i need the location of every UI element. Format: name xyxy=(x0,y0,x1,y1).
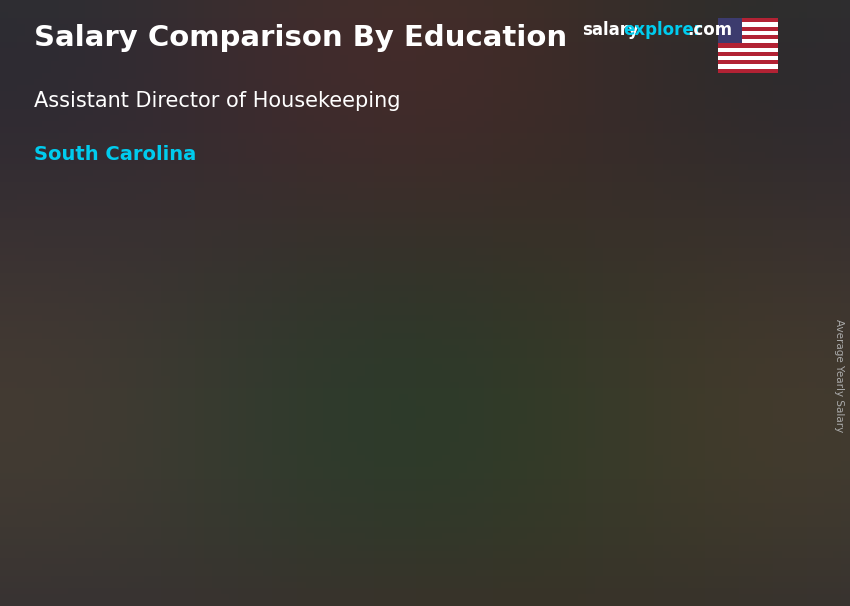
Bar xyxy=(718,18,778,22)
Bar xyxy=(605,303,685,533)
Bar xyxy=(718,52,778,56)
Bar xyxy=(377,379,456,533)
Polygon shape xyxy=(377,376,460,379)
Text: 40,600 USD: 40,600 USD xyxy=(355,356,455,373)
Text: Average Yearly Salary: Average Yearly Salary xyxy=(834,319,844,432)
Bar xyxy=(718,60,778,64)
Text: +51%: +51% xyxy=(262,321,343,345)
Bar xyxy=(718,27,778,31)
Bar xyxy=(718,44,778,47)
Bar xyxy=(718,68,778,73)
Text: Assistant Director of Housekeeping: Assistant Director of Housekeeping xyxy=(34,91,400,111)
Bar xyxy=(718,39,778,44)
Bar xyxy=(718,18,742,44)
Text: Salary Comparison By Education: Salary Comparison By Education xyxy=(34,24,567,52)
Bar xyxy=(148,431,158,533)
Bar xyxy=(605,303,615,533)
Bar xyxy=(718,35,778,39)
Text: South Carolina: South Carolina xyxy=(34,145,196,164)
Text: explorer: explorer xyxy=(623,21,702,39)
Bar xyxy=(718,56,778,60)
Text: 26,800 USD: 26,800 USD xyxy=(82,408,180,425)
Text: salary: salary xyxy=(582,21,639,39)
Text: .com: .com xyxy=(687,21,732,39)
Bar xyxy=(718,22,778,27)
Bar xyxy=(148,431,228,533)
Bar xyxy=(677,303,685,533)
Bar xyxy=(377,379,386,533)
Text: 60,800 USD: 60,800 USD xyxy=(584,279,683,297)
Bar xyxy=(718,31,778,35)
Polygon shape xyxy=(148,428,231,431)
Polygon shape xyxy=(605,299,688,303)
Text: +50%: +50% xyxy=(490,222,571,246)
Bar xyxy=(220,431,228,533)
Bar xyxy=(718,64,778,68)
Bar xyxy=(718,47,778,52)
Bar xyxy=(449,379,456,533)
